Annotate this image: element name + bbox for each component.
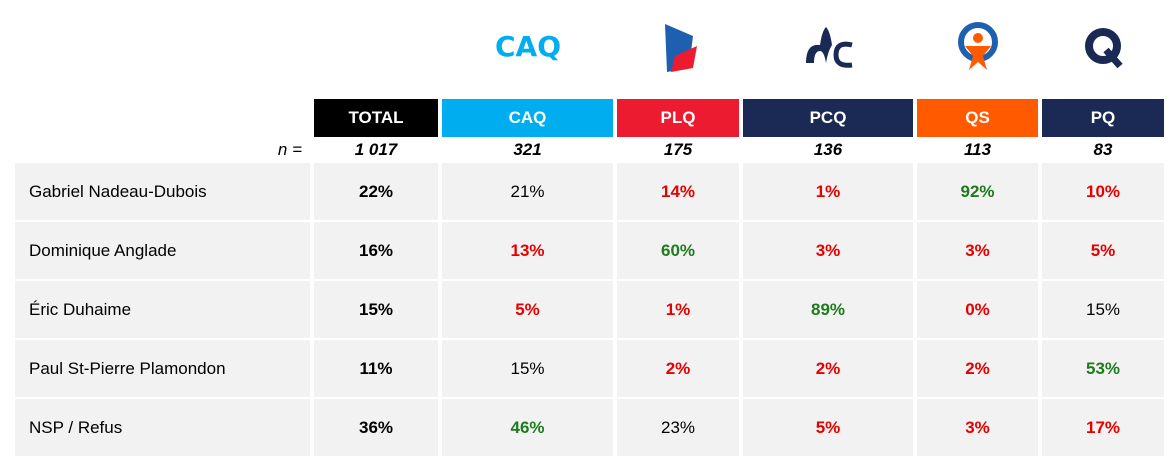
n-label: n = [277,140,302,159]
row-label: Dominique Anglade [15,222,310,279]
result-cell: 13% [442,222,613,279]
row-label: NSP / Refus [15,399,310,456]
result-cell: 5% [1042,222,1164,279]
result-cell: 2% [743,340,913,397]
pcq-logo [743,0,913,92]
sample-size: 136 [813,140,843,159]
qs-logo-icon [957,22,998,70]
column-header: QS [917,99,1038,137]
column-header: PLQ [617,99,739,137]
logo-spacer [15,0,310,92]
result-cell: 10% [1042,163,1164,220]
result-cell: 36% [314,399,438,456]
result-cell: 22% [314,163,438,220]
result-cell: 17% [1042,399,1164,456]
column-header: TOTAL [314,99,438,137]
result-cell: 1% [743,163,913,220]
qs-logo [917,0,1038,92]
logo-spacer [314,0,438,92]
result-cell: 3% [917,399,1038,456]
result-cell: 5% [442,281,613,338]
result-cell: 0% [917,281,1038,338]
result-cell: 1% [617,281,739,338]
row-label: Éric Duhaime [15,281,310,338]
result-cell: 5% [743,399,913,456]
sample-size: 113 [963,140,992,159]
result-cell: 21% [442,163,613,220]
result-cell: 60% [617,222,739,279]
result-cell: 89% [743,281,913,338]
plq-logo-icon [665,24,697,72]
result-cell: 15% [314,281,438,338]
caq-logo-text: CAQ [494,30,560,63]
results-table: CAQ TOTAL CAQ PLQ PCQ QS PQ n = 1 017 321 175 136 1… [15,0,1164,456]
sample-size: 1 017 [354,140,398,159]
result-cell: 2% [617,340,739,397]
result-cell: 15% [1042,281,1164,338]
caq-logo-icon: CAQ [494,30,560,63]
result-cell: 53% [1042,340,1164,397]
sample-size: 175 [663,140,693,159]
sample-size: 321 [513,140,542,159]
result-cell: 46% [442,399,613,456]
result-cell: 2% [917,340,1038,397]
caq-logo: CAQ [442,0,613,92]
result-cell: 15% [442,340,613,397]
result-cell: 3% [743,222,913,279]
column-header: CAQ [442,99,613,137]
result-cell: 16% [314,222,438,279]
sample-size: 83 [1093,140,1113,159]
result-cell: 23% [617,399,739,456]
result-cell: 3% [917,222,1038,279]
pq-logo-icon [1085,28,1123,69]
column-header: PQ [1042,99,1164,137]
result-cell: 14% [617,163,739,220]
header-spacer [15,94,310,137]
pcq-logo-icon [806,27,853,68]
plq-logo [617,0,739,92]
row-label: Paul St-Pierre Plamondon [15,340,310,397]
column-header: PCQ [743,99,913,137]
result-cell: 11% [314,340,438,397]
result-cell: 92% [917,163,1038,220]
pq-logo [1042,0,1164,92]
row-label: Gabriel Nadeau-Dubois [15,163,310,220]
